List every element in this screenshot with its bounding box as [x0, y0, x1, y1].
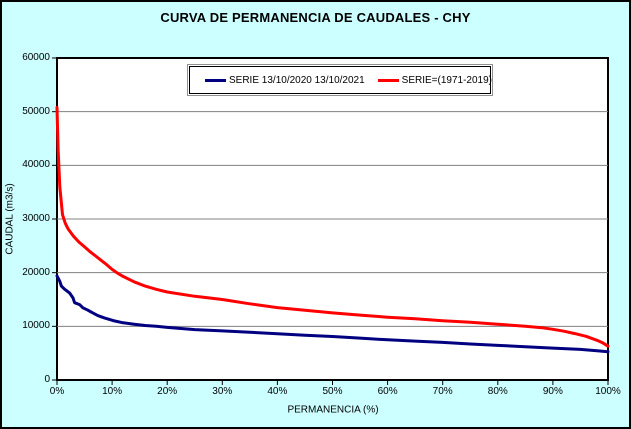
x-tick-label: 100% [595, 386, 621, 397]
legend-line-sample-blue [205, 78, 226, 82]
legend-label: SERIE=(1971-2019) [401, 74, 493, 86]
legend-label: SERIE 13/10/2020 13/10/2021 [229, 74, 365, 86]
plot-area [52, 57, 610, 385]
x-tick-label: 40% [267, 386, 288, 397]
y-tick-label: 0 [44, 374, 50, 385]
legend-line-sample-red [377, 78, 399, 82]
y-tick-label: 60000 [22, 52, 50, 63]
legend-item-serie-2020-2021: SERIE 13/10/2020 13/10/2021 [205, 75, 365, 86]
x-tick-label: 50% [322, 386, 343, 397]
series-line-0 [55, 274, 610, 354]
y-tick-label: 30000 [22, 213, 50, 224]
x-tick-label: 20% [157, 386, 178, 397]
x-tick-label: 0% [49, 386, 65, 397]
y-tick-label: 20000 [22, 266, 50, 278]
x-tick-label: 80% [487, 386, 508, 397]
y-tick-label: 40000 [22, 159, 50, 171]
legend: SERIE 13/10/2020 13/10/2021 SERIE=(1971-… [189, 66, 493, 94]
x-axis-title: PERMANENCIA (%) [287, 404, 379, 416]
chart-title: CURVA DE PERMANENCIA DE CAUDALES - CHY [160, 10, 471, 25]
y-tick-label: 10000 [22, 320, 50, 332]
x-tick-label: 90% [542, 386, 563, 397]
x-tick-label: 30% [212, 386, 233, 397]
x-tick-label: 70% [432, 386, 453, 397]
y-tick-label: 50000 [22, 105, 50, 117]
x-tick-label: 10% [102, 386, 123, 397]
x-tick-label: 60% [377, 386, 398, 397]
legend-item-serie-1971-2019: SERIE=(1971-2019) [377, 74, 493, 86]
series-line-1 [55, 105, 610, 348]
